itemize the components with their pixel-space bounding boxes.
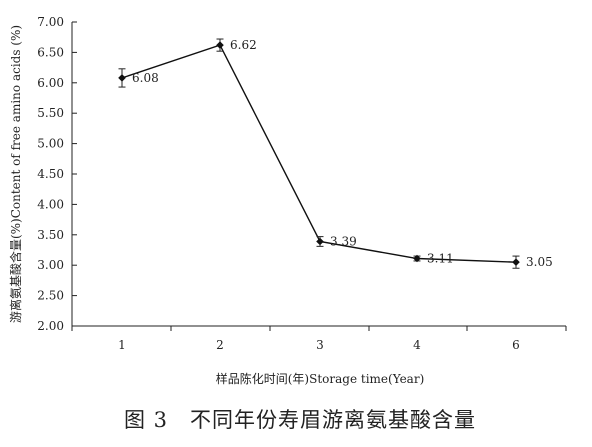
data-label-1: 6.62 [230, 38, 257, 52]
y-tick-label-9: 6.50 [37, 45, 64, 59]
x-tick-label-1: 2 [216, 338, 224, 352]
figure-caption: 图 3 不同年份寿眉游离氨基酸含量 [124, 408, 476, 432]
data-label-0: 6.08 [132, 71, 159, 85]
x-tick-label-0: 1 [118, 338, 126, 352]
y-tick-label-2: 3.00 [37, 258, 64, 272]
plot-area: 6.08 6.62 3.39 3.11 3.05 [118, 38, 553, 269]
y-tick-label-6: 5.00 [37, 137, 64, 151]
y-tick-label-3: 3.50 [37, 228, 64, 242]
y-tick-label-0: 2.00 [37, 319, 64, 333]
data-point-1 [216, 41, 224, 49]
x-axis-title: 样品陈化时间(年)Storage time(Year) [216, 371, 425, 386]
y-ticks: 2.00 2.50 3.00 3.50 4.00 4.50 5.00 5.50 6.00 6.50… [37, 15, 77, 333]
series-line [121, 44, 517, 263]
data-point-2 [316, 237, 324, 246]
x-tick-label-3: 4 [413, 338, 421, 352]
data-label-3: 3.11 [427, 252, 454, 266]
y-axis-title: 游离氨基酸含量(%)Content of free amino acids (%… [8, 25, 23, 323]
y-tick-label-7: 5.50 [37, 106, 64, 120]
data-point-3 [413, 254, 421, 263]
y-tick-label-8: 6.00 [37, 76, 64, 90]
x-ticks: 1 2 3 4 6 [71, 326, 567, 352]
data-label-4: 3.05 [526, 255, 553, 269]
data-point-0 [118, 74, 126, 82]
y-tick-label-5: 4.50 [37, 167, 64, 181]
y-tick-label-10: 7.00 [37, 15, 64, 29]
y-tick-label-4: 4.00 [37, 197, 64, 211]
data-label-2: 3.39 [330, 234, 357, 248]
data-point-4 [512, 258, 520, 266]
y-tick-label-1: 2.50 [37, 289, 64, 303]
x-tick-label-2: 3 [316, 338, 324, 352]
x-tick-label-4: 6 [512, 338, 520, 352]
